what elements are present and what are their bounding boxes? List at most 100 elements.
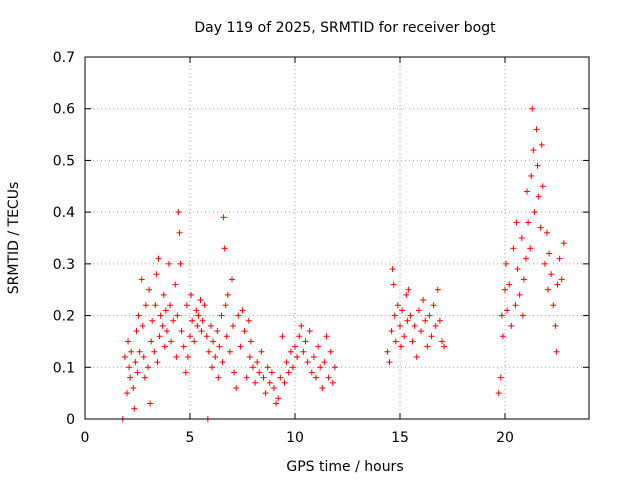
data-point <box>182 369 189 376</box>
data-point <box>506 281 513 288</box>
data-point <box>153 271 160 278</box>
data-point <box>155 255 162 262</box>
data-point <box>125 338 132 345</box>
data-point <box>149 317 156 324</box>
data-point <box>548 271 555 278</box>
data-point <box>222 302 229 309</box>
data-point <box>554 281 561 288</box>
data-point <box>130 384 137 391</box>
data-point <box>527 245 534 252</box>
data-point <box>174 312 181 319</box>
data-point <box>399 307 406 314</box>
data-point <box>264 364 271 371</box>
data-point <box>388 328 395 335</box>
y-tick-label: 0.7 <box>53 50 75 66</box>
data-point <box>401 333 408 340</box>
data-point <box>178 328 185 335</box>
x-tick-label: 0 <box>81 430 90 446</box>
data-point <box>503 260 510 267</box>
data-point <box>231 369 238 376</box>
data-point <box>170 317 177 324</box>
data-point <box>398 343 405 350</box>
data-point <box>397 322 403 329</box>
data-point <box>390 281 397 288</box>
data-point <box>553 348 560 355</box>
x-tick-label: 5 <box>186 430 195 446</box>
data-point <box>439 338 445 345</box>
data-point <box>294 353 301 360</box>
data-point <box>175 209 182 216</box>
data-point <box>537 224 544 231</box>
data-point <box>177 260 184 267</box>
data-point <box>313 374 319 381</box>
data-point <box>243 374 250 381</box>
data-point <box>529 105 536 112</box>
data-point <box>415 307 422 314</box>
data-point <box>214 328 221 335</box>
data-point <box>441 343 448 350</box>
data-point <box>273 400 280 407</box>
data-point <box>266 379 273 386</box>
data-point <box>519 312 526 319</box>
data-point <box>152 302 159 309</box>
data-point <box>209 364 216 371</box>
data-point <box>180 343 187 350</box>
data-point <box>208 322 214 329</box>
data-point <box>434 286 441 293</box>
data-point <box>184 353 191 360</box>
grid <box>85 57 589 419</box>
data-point <box>147 400 154 407</box>
data-point <box>157 312 164 319</box>
data-point <box>156 333 163 340</box>
data-point <box>173 353 180 360</box>
y-tick-label: 0.4 <box>53 205 75 221</box>
data-point <box>183 302 190 309</box>
data-point <box>327 348 334 355</box>
data-point <box>281 379 288 386</box>
data-point <box>138 276 145 283</box>
data-point <box>546 250 553 257</box>
y-tick-label: 0.3 <box>53 257 75 273</box>
data-point <box>221 245 228 252</box>
data-point <box>524 188 531 195</box>
data-point <box>161 343 168 350</box>
data-point <box>237 343 244 350</box>
data-point <box>246 353 253 360</box>
data-point <box>296 333 303 340</box>
data-point <box>394 302 401 309</box>
data-point <box>260 374 267 381</box>
data-point <box>205 348 212 355</box>
data-point <box>436 317 443 324</box>
data-point <box>230 322 237 329</box>
data-point <box>128 348 135 355</box>
data-point <box>389 266 396 273</box>
data-point <box>160 291 167 298</box>
data-point <box>428 333 435 340</box>
data-point <box>552 322 559 329</box>
data-point <box>215 374 222 381</box>
data-point <box>151 348 158 355</box>
data-point <box>136 348 143 355</box>
data-point <box>530 147 537 154</box>
data-point <box>538 141 545 148</box>
data-point <box>159 322 166 329</box>
data-point <box>510 245 517 252</box>
data-point <box>420 297 427 304</box>
x-tick-label: 20 <box>496 430 514 446</box>
data-series <box>119 105 567 422</box>
data-point <box>132 359 139 366</box>
data-point <box>528 172 535 179</box>
data-point <box>404 317 411 324</box>
data-point <box>245 317 252 324</box>
data-point <box>411 322 418 329</box>
data-point <box>418 328 424 335</box>
data-point <box>525 219 532 226</box>
data-point <box>499 333 506 340</box>
data-point <box>386 359 393 366</box>
chart-title: Day 119 of 2025, SRMTID for receiver bog… <box>194 20 496 36</box>
data-point <box>325 374 332 381</box>
data-point <box>502 286 508 293</box>
data-point <box>308 369 315 376</box>
data-point <box>405 286 412 293</box>
data-point <box>331 364 338 371</box>
